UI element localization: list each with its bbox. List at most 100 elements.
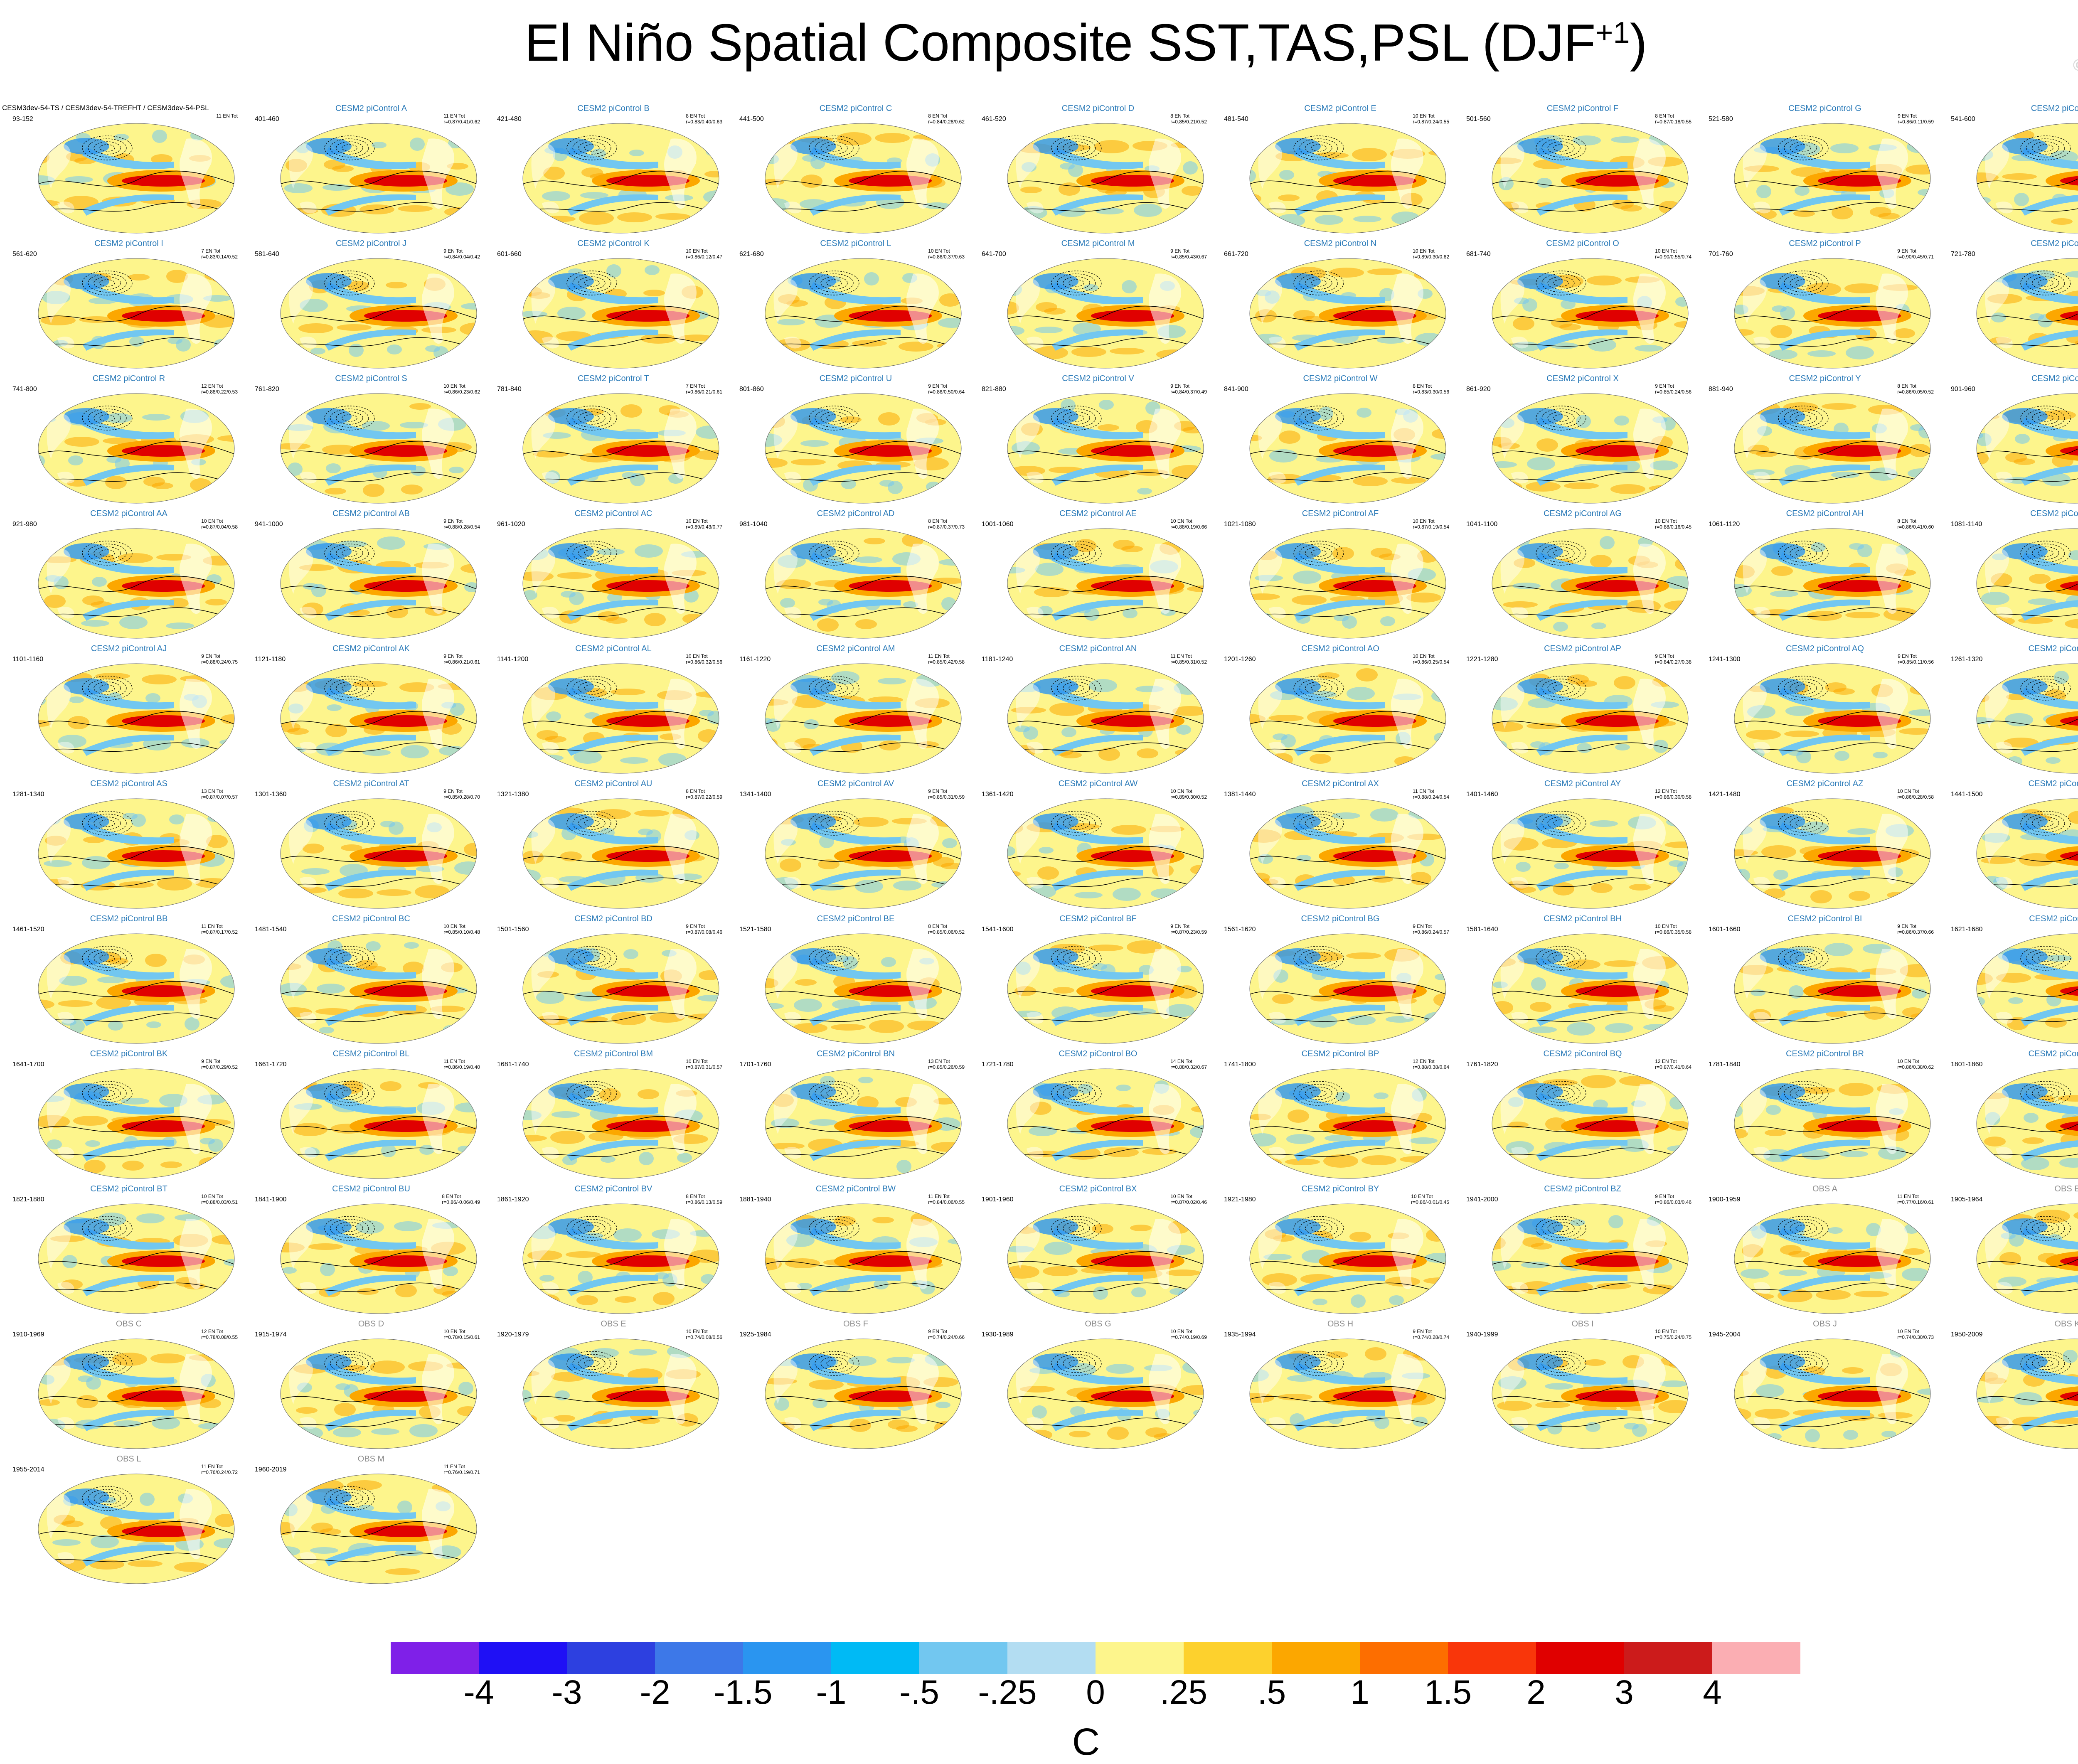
land-asia-africa	[47, 549, 71, 594]
panel-title: CESM2 piControl BY	[1301, 1184, 1379, 1193]
land-asia-africa	[1258, 1089, 1282, 1134]
panel-years: 1945-2004	[1709, 1331, 1741, 1338]
cool-anomaly-northpacific	[1760, 408, 1805, 425]
anomaly-patch	[1977, 172, 1999, 182]
anomaly-patch	[1007, 605, 1014, 618]
land-americas	[664, 544, 697, 614]
anomaly-patch	[356, 1220, 384, 1234]
psl-contour	[765, 440, 961, 457]
psl-contour-low	[99, 819, 115, 827]
map-outline	[1734, 528, 1931, 639]
cool-anomaly-northpacific	[2002, 1083, 2048, 1100]
cool-anomaly-northpacific	[306, 813, 352, 830]
land-australia	[1027, 607, 1044, 619]
anomaly-patch	[1653, 1005, 1674, 1012]
anomaly-patch	[1807, 350, 1836, 357]
land-americas	[1633, 544, 1666, 614]
land-australia	[784, 472, 801, 484]
land-asia-africa	[1743, 819, 1767, 864]
anomaly-patch	[1780, 306, 1795, 320]
land-americas	[180, 273, 212, 344]
land-asia-africa	[773, 819, 798, 864]
anomaly-patch	[1262, 1273, 1297, 1287]
anomaly-patch	[1425, 1253, 1446, 1263]
anomaly-patch	[287, 139, 302, 146]
anomaly-patch	[1049, 703, 1084, 716]
panel-title: CESM2 piControl BX	[1059, 1184, 1137, 1193]
psl-contour-low	[1547, 817, 1575, 830]
psl-contour	[523, 337, 719, 349]
psl-contour-low	[1547, 411, 1575, 425]
map-panel: CESM2 piControl BO 1721-1780 14 EN Tot r=0…	[982, 1049, 1214, 1186]
anomaly-patch	[38, 1158, 59, 1168]
anomaly-patch	[95, 673, 130, 679]
psl-contour	[1734, 877, 1930, 889]
psl-contour	[38, 440, 234, 457]
psl-contour-low	[1541, 138, 1581, 157]
panel-title: CESM2 piControl G	[1788, 104, 1861, 113]
anomaly-patch	[615, 1296, 636, 1303]
land-australia	[57, 877, 74, 889]
cool-anomaly-south	[1536, 194, 1627, 216]
composite-map	[1007, 1338, 1204, 1449]
land-asia-africa	[289, 954, 313, 999]
composite-map	[522, 663, 719, 774]
anomaly-patch	[1038, 606, 1053, 616]
land-australia	[300, 1282, 317, 1294]
map-outline	[280, 393, 477, 504]
anomaly-patch	[381, 1144, 396, 1157]
panel-years: 1621-1680	[1951, 926, 1983, 933]
psl-contour-low	[815, 814, 854, 833]
anomaly-patch	[1106, 1364, 1134, 1374]
cool-anomaly-south	[1778, 1004, 1870, 1026]
psl-contour-low	[1795, 1225, 1811, 1232]
land-asia-africa	[531, 1224, 555, 1269]
anomaly-patch	[456, 1078, 477, 1091]
land-americas	[1633, 679, 1666, 749]
land-asia-africa	[1016, 684, 1040, 729]
anomaly-patch	[308, 1243, 343, 1250]
land-asia-africa	[1985, 819, 2009, 864]
panel-years: 1081-1140	[1951, 521, 1982, 528]
map-panel: CESM2 piControl AB 941-1000 9 EN Tot r=0.8…	[255, 509, 487, 646]
colorbar-swatch	[1007, 1642, 1096, 1674]
psl-contour-low	[1790, 141, 1817, 155]
colorbar-tick-label: -1.5	[714, 1673, 772, 1711]
psl-contour-low	[2032, 681, 2059, 695]
warm-tongue	[2046, 1115, 2078, 1137]
anomaly-patch	[1996, 973, 2031, 983]
land-americas	[664, 138, 697, 209]
psl-contour	[1977, 1251, 2078, 1267]
land-americas	[1633, 408, 1666, 479]
panel-years: 1581-1640	[1466, 926, 1498, 933]
warm-tongue	[2046, 1250, 2078, 1272]
anomaly-patch	[62, 1520, 84, 1527]
anomaly-patch	[302, 603, 323, 616]
anomaly-patch	[1069, 1431, 1091, 1437]
colorbar-tick-label: 1	[1350, 1673, 1369, 1711]
panel-stats: 10 EN Tot r=0.89/0.30/0.52	[1170, 788, 1207, 800]
cool-anomaly-south	[567, 329, 658, 351]
composite-map	[1492, 123, 1689, 234]
panel-years: 1741-1800	[1224, 1061, 1256, 1068]
psl-contour-low	[1057, 273, 1096, 293]
psl-contour	[1492, 742, 1688, 754]
anomaly-patch	[1842, 1367, 1864, 1374]
cool-anomaly-northpacific	[1275, 678, 1321, 695]
anomaly-patch	[389, 822, 404, 835]
psl-contour-low	[1299, 138, 1338, 157]
anomaly-patch	[176, 338, 191, 352]
psl-contour	[1734, 1147, 1930, 1159]
psl-contour	[281, 1552, 477, 1565]
anomaly-patch	[1779, 1269, 1807, 1276]
anomaly-patch	[160, 1161, 182, 1168]
map-outline	[765, 1068, 962, 1179]
cool-anomaly-north	[1051, 687, 1143, 710]
land-asia-africa	[1016, 954, 1040, 999]
psl-contour	[1250, 440, 1446, 457]
map-outline	[1734, 1203, 1931, 1314]
anomaly-patch	[1620, 205, 1642, 212]
anomaly-patch	[310, 348, 325, 354]
map-outline	[1976, 663, 2078, 774]
psl-contour-low	[826, 819, 842, 827]
